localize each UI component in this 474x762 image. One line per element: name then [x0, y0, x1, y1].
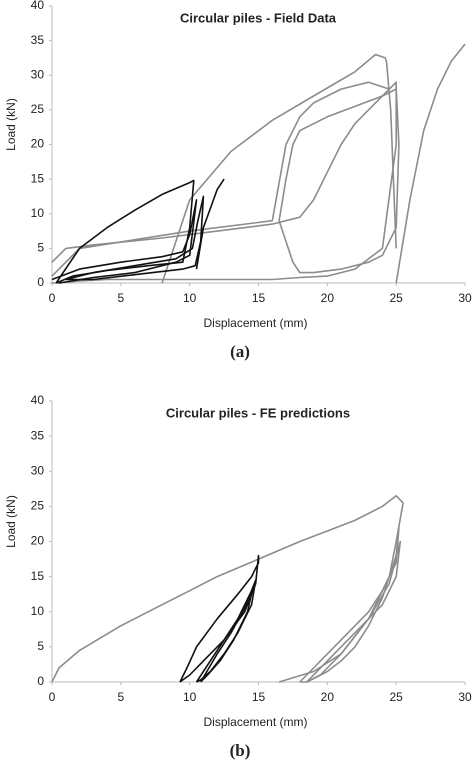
x-tick-label: 5 — [117, 291, 124, 305]
x-tick-label: 15 — [252, 690, 266, 704]
y-tick-label: 35 — [31, 33, 45, 47]
x-tick-label: 0 — [49, 690, 56, 704]
caption: (b) — [230, 741, 251, 760]
data-line — [65, 195, 205, 281]
x-tick-label: 25 — [389, 690, 403, 704]
data-line — [51, 81, 390, 277]
y-tick-label: 30 — [31, 67, 45, 81]
chart-title: Circular piles - Field Data — [180, 10, 337, 25]
y-tick-label: 15 — [31, 569, 45, 583]
y-tick-label: 10 — [31, 604, 45, 618]
y-tick-label: 0 — [37, 674, 44, 688]
x-axis-label: Displacement (mm) — [203, 316, 307, 330]
data-line — [51, 199, 198, 284]
data-line — [195, 579, 257, 683]
y-tick-label: 20 — [31, 534, 45, 548]
data-line — [299, 526, 400, 683]
y-tick-label: 35 — [31, 428, 45, 442]
y-tick-label: 0 — [37, 275, 44, 289]
y-tick-label: 40 — [31, 393, 45, 407]
y-tick-label: 15 — [31, 171, 45, 185]
y-tick-label: 10 — [31, 206, 45, 220]
data-line — [51, 81, 397, 284]
y-tick-label: 25 — [31, 102, 45, 116]
x-tick-label: 0 — [49, 291, 56, 305]
x-tick-label: 5 — [117, 690, 124, 704]
x-tick-label: 30 — [458, 690, 472, 704]
y-tick-label: 5 — [37, 241, 44, 255]
x-tick-label: 10 — [183, 690, 197, 704]
data-line — [179, 554, 260, 683]
data-line — [51, 495, 404, 683]
y-tick-label: 5 — [37, 639, 44, 653]
x-tick-label: 20 — [321, 690, 335, 704]
data-line — [200, 586, 254, 683]
y-tick-label: 20 — [31, 137, 45, 151]
x-tick-label: 15 — [252, 291, 266, 305]
x-tick-label: 25 — [389, 291, 403, 305]
data-line — [195, 178, 225, 270]
data-line — [161, 53, 397, 284]
x-tick-label: 10 — [183, 291, 197, 305]
y-axis-label: Load (kN) — [4, 495, 18, 548]
y-tick-label: 40 — [31, 0, 45, 12]
x-tick-label: 20 — [321, 291, 335, 305]
data-line — [395, 43, 466, 284]
x-tick-label: 30 — [458, 291, 472, 305]
y-tick-label: 30 — [31, 463, 45, 477]
y-tick-label: 25 — [31, 499, 45, 513]
caption: (a) — [230, 342, 250, 361]
chart-title: Circular piles - FE predictions — [166, 405, 350, 420]
data-line — [278, 88, 400, 274]
x-axis-label: Displacement (mm) — [203, 715, 307, 729]
y-axis-label: Load (kN) — [4, 98, 18, 151]
data-line — [306, 540, 402, 683]
